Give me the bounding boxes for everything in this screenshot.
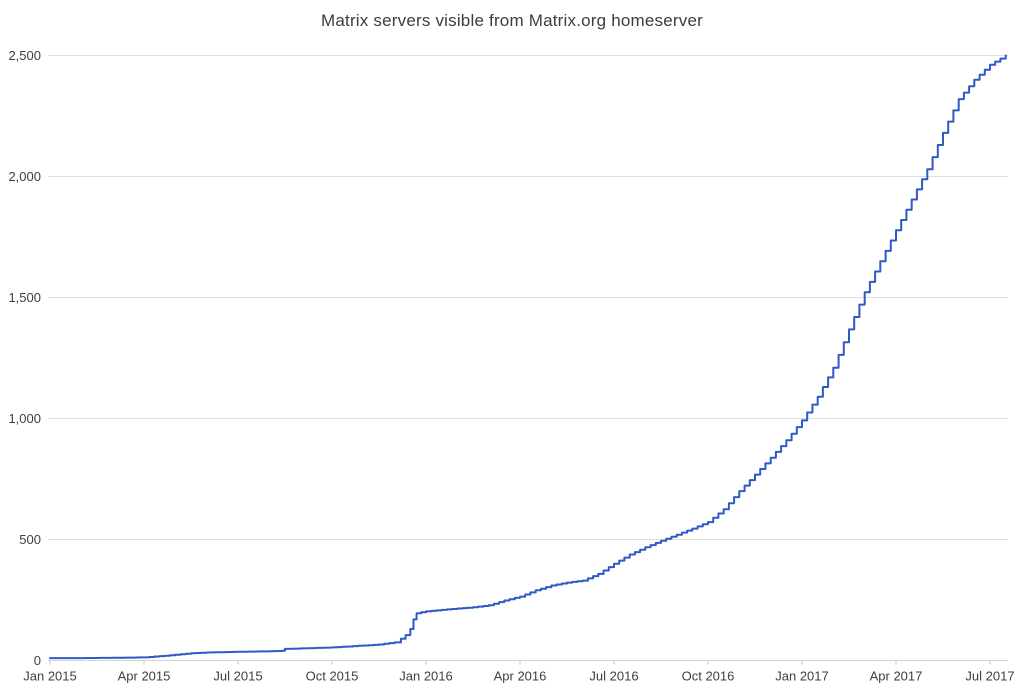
x-tick-label: Jul 2016 — [589, 669, 638, 684]
x-tick-label: Apr 2015 — [118, 669, 171, 684]
x-tick-label: Jan 2017 — [775, 669, 829, 684]
x-tick-label: Jan 2016 — [399, 669, 453, 684]
y-tick-label: 2,500 — [8, 48, 41, 63]
y-tick-label: 2,000 — [8, 169, 41, 184]
y-tick-label: 500 — [19, 532, 41, 547]
x-tick-label: Oct 2016 — [682, 669, 735, 684]
y-tick-label: 1,000 — [8, 411, 41, 426]
x-tick-label: Jul 2017 — [965, 669, 1014, 684]
x-tick-label: Apr 2017 — [870, 669, 923, 684]
y-tick-label: 1,500 — [8, 290, 41, 305]
x-tick-label: Oct 2015 — [306, 669, 359, 684]
y-tick-label: 0 — [34, 653, 41, 668]
data-line-matrix-servers — [49, 54, 1007, 660]
x-tick-label: Jan 2015 — [23, 669, 77, 684]
x-tick-label: Apr 2016 — [494, 669, 547, 684]
x-tick-label: Jul 2015 — [213, 669, 262, 684]
chart-title: Matrix servers visible from Matrix.org h… — [321, 11, 703, 30]
